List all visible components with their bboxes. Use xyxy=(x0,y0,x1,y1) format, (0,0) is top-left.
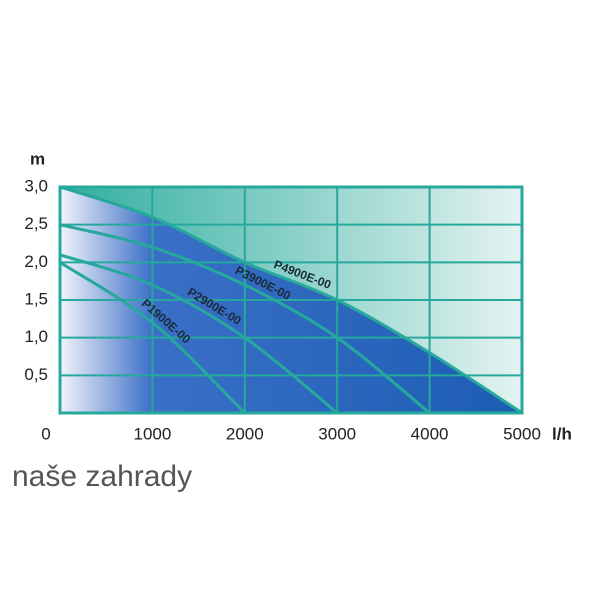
y-axis-label: m xyxy=(30,149,45,168)
curve xyxy=(59,185,523,415)
y-tick-label: 0,5 xyxy=(24,365,48,384)
y-tick-label: 1,0 xyxy=(24,327,48,346)
plot-frame xyxy=(58,185,524,415)
y-tick-label: 2,0 xyxy=(24,252,48,271)
watermark: naše zahrady xyxy=(12,460,192,493)
x-tick-label: 5000 xyxy=(503,424,541,443)
curve xyxy=(59,261,246,415)
x-tick-label: 2000 xyxy=(226,424,264,443)
x-axis-label: l/h xyxy=(552,424,572,443)
x-tick-label: 3000 xyxy=(318,424,356,443)
curve xyxy=(59,223,431,415)
y-tick-label: 2,5 xyxy=(24,214,48,233)
y-tick-label: 1,5 xyxy=(24,289,48,308)
x-tick-label: 4000 xyxy=(411,424,449,443)
x-tick-label: 0 xyxy=(41,424,50,443)
y-tick-label: 3,0 xyxy=(24,176,48,195)
curve xyxy=(59,253,339,415)
x-tick-label: 1000 xyxy=(133,424,171,443)
